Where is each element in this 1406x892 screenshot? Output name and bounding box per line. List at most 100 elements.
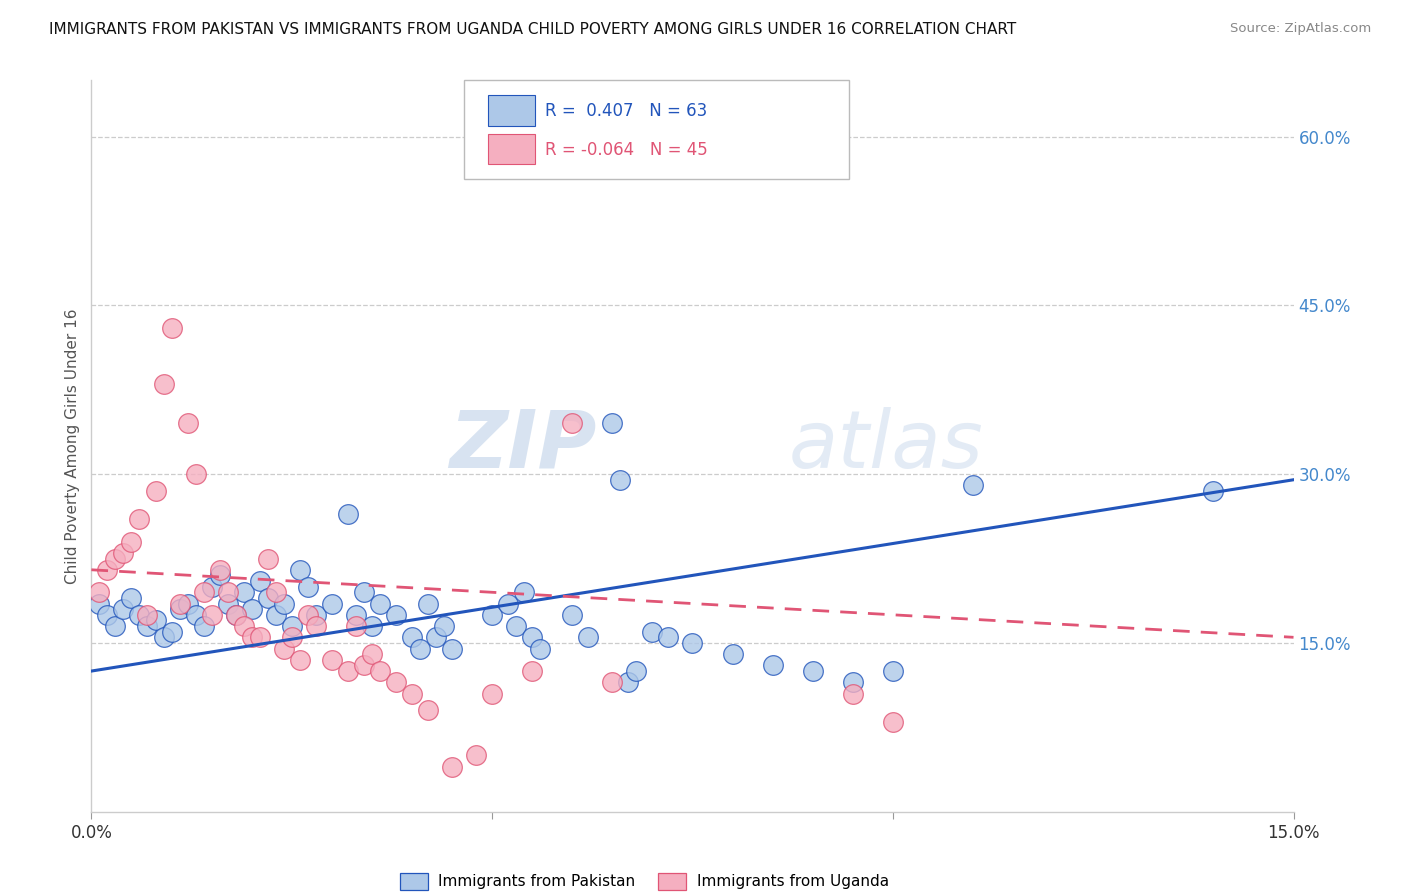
- Point: [152, 630, 174, 644]
- Point: [522, 664, 544, 678]
- Point: [264, 585, 287, 599]
- Point: [762, 658, 785, 673]
- Point: [136, 619, 159, 633]
- Text: atlas: atlas: [789, 407, 983, 485]
- Point: [882, 714, 904, 729]
- Point: [128, 512, 150, 526]
- Point: [409, 641, 432, 656]
- Point: [89, 597, 111, 611]
- Text: Source: ZipAtlas.com: Source: ZipAtlas.com: [1230, 22, 1371, 36]
- Text: R = -0.064   N = 45: R = -0.064 N = 45: [544, 141, 707, 159]
- Point: [121, 534, 143, 549]
- Point: [626, 664, 648, 678]
- Point: [657, 630, 679, 644]
- Point: [160, 624, 183, 639]
- Legend: Immigrants from Pakistan, Immigrants from Uganda: Immigrants from Pakistan, Immigrants fro…: [394, 867, 894, 892]
- Point: [121, 591, 143, 605]
- Point: [184, 607, 207, 622]
- Point: [273, 641, 295, 656]
- Point: [609, 473, 631, 487]
- Point: [433, 619, 456, 633]
- Point: [281, 619, 304, 633]
- Point: [401, 687, 423, 701]
- Point: [561, 607, 583, 622]
- Point: [440, 641, 463, 656]
- Point: [561, 417, 583, 431]
- Point: [104, 619, 127, 633]
- Point: [176, 417, 198, 431]
- Point: [529, 641, 551, 656]
- Point: [201, 580, 224, 594]
- Point: [576, 630, 599, 644]
- Point: [385, 607, 408, 622]
- Point: [321, 597, 343, 611]
- Point: [513, 585, 536, 599]
- Point: [288, 653, 311, 667]
- Text: ZIP: ZIP: [449, 407, 596, 485]
- Point: [264, 607, 287, 622]
- Point: [112, 602, 135, 616]
- Point: [256, 551, 278, 566]
- Point: [288, 563, 311, 577]
- Y-axis label: Child Poverty Among Girls Under 16: Child Poverty Among Girls Under 16: [65, 309, 80, 583]
- Point: [232, 619, 254, 633]
- Point: [465, 748, 488, 763]
- Point: [385, 675, 408, 690]
- Text: IMMIGRANTS FROM PAKISTAN VS IMMIGRANTS FROM UGANDA CHILD POVERTY AMONG GIRLS UND: IMMIGRANTS FROM PAKISTAN VS IMMIGRANTS F…: [49, 22, 1017, 37]
- Point: [353, 658, 375, 673]
- Point: [297, 607, 319, 622]
- Point: [1202, 483, 1225, 498]
- Point: [368, 597, 391, 611]
- FancyBboxPatch shape: [464, 80, 849, 179]
- Point: [96, 563, 118, 577]
- Point: [360, 619, 382, 633]
- Point: [962, 478, 984, 492]
- Point: [440, 760, 463, 774]
- Point: [344, 619, 367, 633]
- Point: [96, 607, 118, 622]
- Point: [217, 597, 239, 611]
- Point: [217, 585, 239, 599]
- Point: [425, 630, 447, 644]
- Point: [321, 653, 343, 667]
- Point: [305, 607, 328, 622]
- Point: [602, 675, 624, 690]
- Point: [617, 675, 640, 690]
- Point: [249, 574, 271, 588]
- Point: [208, 563, 231, 577]
- Point: [240, 630, 263, 644]
- Point: [641, 624, 664, 639]
- Point: [481, 687, 503, 701]
- Point: [128, 607, 150, 622]
- Point: [841, 687, 863, 701]
- Point: [353, 585, 375, 599]
- Point: [208, 568, 231, 582]
- Point: [160, 321, 183, 335]
- Point: [169, 602, 191, 616]
- Point: [176, 597, 198, 611]
- Point: [360, 647, 382, 661]
- Point: [344, 607, 367, 622]
- Point: [721, 647, 744, 661]
- Point: [201, 607, 224, 622]
- Point: [145, 614, 167, 628]
- Point: [336, 507, 359, 521]
- Point: [297, 580, 319, 594]
- Text: R =  0.407   N = 63: R = 0.407 N = 63: [544, 102, 707, 120]
- Point: [801, 664, 824, 678]
- Point: [249, 630, 271, 644]
- Point: [145, 483, 167, 498]
- Point: [522, 630, 544, 644]
- Point: [169, 597, 191, 611]
- Point: [89, 585, 111, 599]
- Point: [416, 703, 439, 717]
- Point: [681, 636, 703, 650]
- Point: [273, 597, 295, 611]
- Point: [104, 551, 127, 566]
- FancyBboxPatch shape: [488, 95, 534, 126]
- Point: [305, 619, 328, 633]
- Point: [401, 630, 423, 644]
- Point: [225, 607, 247, 622]
- Point: [336, 664, 359, 678]
- Point: [193, 585, 215, 599]
